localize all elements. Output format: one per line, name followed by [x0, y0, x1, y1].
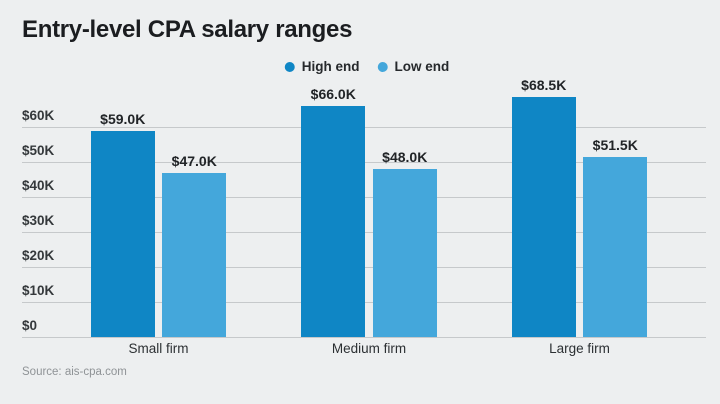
legend-item-high-end: High end: [284, 59, 360, 74]
legend: High end Low end: [284, 59, 450, 74]
bar-value-label: $68.5K: [521, 77, 567, 94]
y-axis-tick-label: $10K: [22, 283, 55, 298]
y-axis-tick-label: $60K: [22, 108, 55, 123]
legend-item-low-end: Low end: [377, 59, 450, 74]
legend-label-low-end: Low end: [394, 59, 450, 74]
bar-value-label: $59.0K: [100, 110, 146, 127]
bar-high-end: [511, 97, 576, 337]
bar-value-label: $47.0K: [171, 152, 217, 169]
bar-high-end: [301, 106, 366, 337]
x-category-label: Medium firm: [331, 341, 407, 356]
y-axis-tick-label: $0: [22, 318, 38, 333]
bar-value-label: $48.0K: [382, 149, 428, 165]
x-category-label: Large firm: [549, 341, 610, 356]
y-axis-tick-label: $20K: [22, 248, 55, 263]
bar-value-label: $66.0K: [310, 86, 356, 102]
legend-dot-low-end-icon: [377, 61, 388, 72]
legend-dot-high-end-icon: [284, 61, 295, 72]
source-text: Source: ais-cpa.com: [22, 366, 127, 378]
bar-low-end: [162, 172, 227, 337]
y-axis-tick-label: $50K: [22, 143, 55, 158]
bar-value-label: $51.5K: [592, 136, 638, 153]
chart-title: Entry-level CPA salary ranges: [22, 16, 353, 43]
x-category-label: Small firm: [128, 341, 189, 356]
bar-low-end: [583, 156, 648, 337]
y-axis-tick-label: $30K: [22, 213, 55, 228]
bar-low-end: [372, 169, 437, 337]
bar-high-end: [90, 130, 155, 337]
y-axis-tick-label: $40K: [22, 178, 55, 193]
gridline: [22, 337, 706, 338]
legend-label-high-end: High end: [301, 59, 360, 74]
